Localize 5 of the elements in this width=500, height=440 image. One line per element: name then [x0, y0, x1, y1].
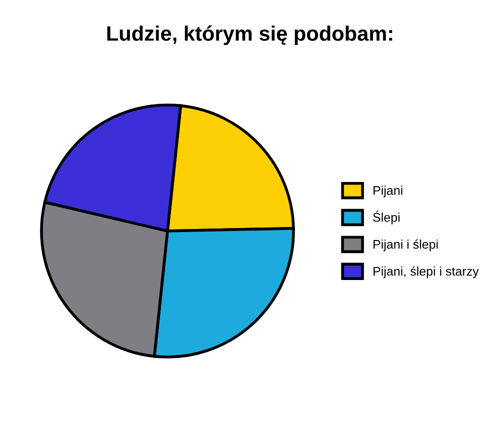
legend-label: Pijani — [374, 186, 402, 198]
legend-label: Pijani i ślepi — [374, 239, 438, 252]
legend-label: Pijani, ślepi i starzy — [374, 266, 479, 278]
legend-label: Ślepi — [373, 210, 400, 224]
chart-title: Ludzie, którym się podobam: — [107, 25, 392, 45]
